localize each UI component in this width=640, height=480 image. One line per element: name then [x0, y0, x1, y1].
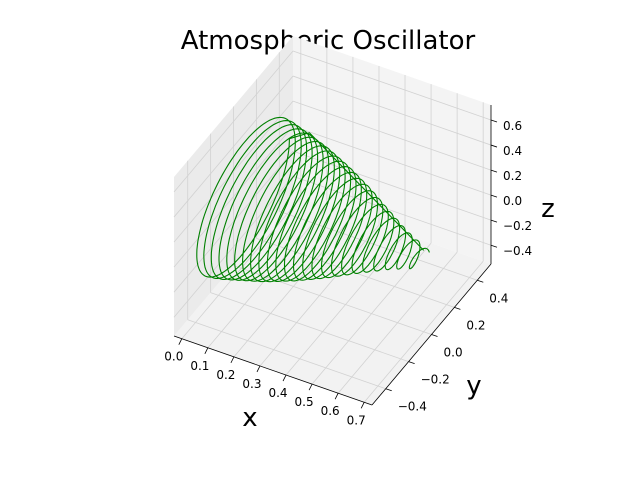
x-tick-label: 0.2 [216, 368, 235, 382]
y-tick-label: −0.2 [421, 373, 450, 387]
y-tick-label: −0.4 [398, 400, 427, 414]
grid-line [187, 319, 386, 390]
y-tick-label: 0.4 [489, 291, 508, 305]
x-tick-label: 0.3 [242, 377, 261, 391]
y-axis-label: y [466, 371, 481, 401]
axis-ticks: 0.00.10.20.30.40.50.60.7−0.4−0.20.00.20.… [164, 119, 532, 427]
z-tick-mark [490, 244, 498, 248]
x-tick-label: 0.1 [190, 359, 209, 373]
grid-line [292, 150, 492, 221]
x-tick-label: 0.6 [321, 404, 340, 418]
z-tick-mark [490, 169, 498, 173]
z-axis-label: z [541, 194, 555, 224]
grid-line [173, 175, 294, 318]
grid-line [173, 75, 294, 218]
grid-line [292, 125, 492, 196]
y-tick-label: 0.2 [466, 318, 485, 332]
grid-line [173, 125, 294, 268]
grid-line [173, 150, 294, 293]
z-tick-label: 0.6 [503, 119, 522, 133]
x-tick-label: 0.5 [295, 395, 314, 409]
x-tick-mark [178, 338, 183, 345]
grid-line [279, 210, 478, 281]
x-tick-mark [256, 365, 261, 373]
grid-line [210, 292, 409, 362]
grid-line [292, 100, 492, 171]
x-axis-line [173, 335, 373, 406]
x-tick-label: 0.4 [268, 386, 287, 400]
oscillator-trajectory [196, 116, 430, 283]
z-tick-mark [490, 219, 498, 223]
y-tick-mark [408, 361, 415, 364]
x-axis-label: x [242, 403, 257, 433]
z-tick-mark [490, 144, 498, 148]
y-tick-label: 0.0 [444, 346, 463, 360]
grid-line [292, 75, 492, 146]
z-tick-mark [490, 194, 498, 198]
x-tick-mark [282, 374, 287, 382]
x-tick-mark [334, 393, 339, 400]
x-tick-mark [360, 402, 365, 409]
x-tick-mark [204, 347, 209, 354]
x-tick-mark [308, 383, 313, 391]
z-tick-label: 0.4 [503, 144, 522, 158]
x-tick-label: 0.0 [164, 350, 183, 364]
z-tick-mark [490, 119, 498, 123]
y-tick-mark [477, 279, 484, 283]
z-tick-label: 0.0 [503, 194, 522, 208]
grid-lines [173, 38, 492, 403]
y-tick-mark [454, 307, 461, 310]
grid-line [173, 50, 294, 193]
grid-line [292, 50, 492, 121]
z-tick-label: −0.2 [503, 219, 532, 233]
z-tick-label: −0.4 [503, 244, 532, 258]
x-tick-label: 0.7 [347, 413, 366, 427]
y-tick-mark [385, 388, 392, 392]
z-tick-label: 0.2 [503, 169, 522, 183]
series-group [196, 116, 430, 283]
x-tick-mark [230, 356, 235, 364]
y-tick-mark [431, 334, 438, 337]
